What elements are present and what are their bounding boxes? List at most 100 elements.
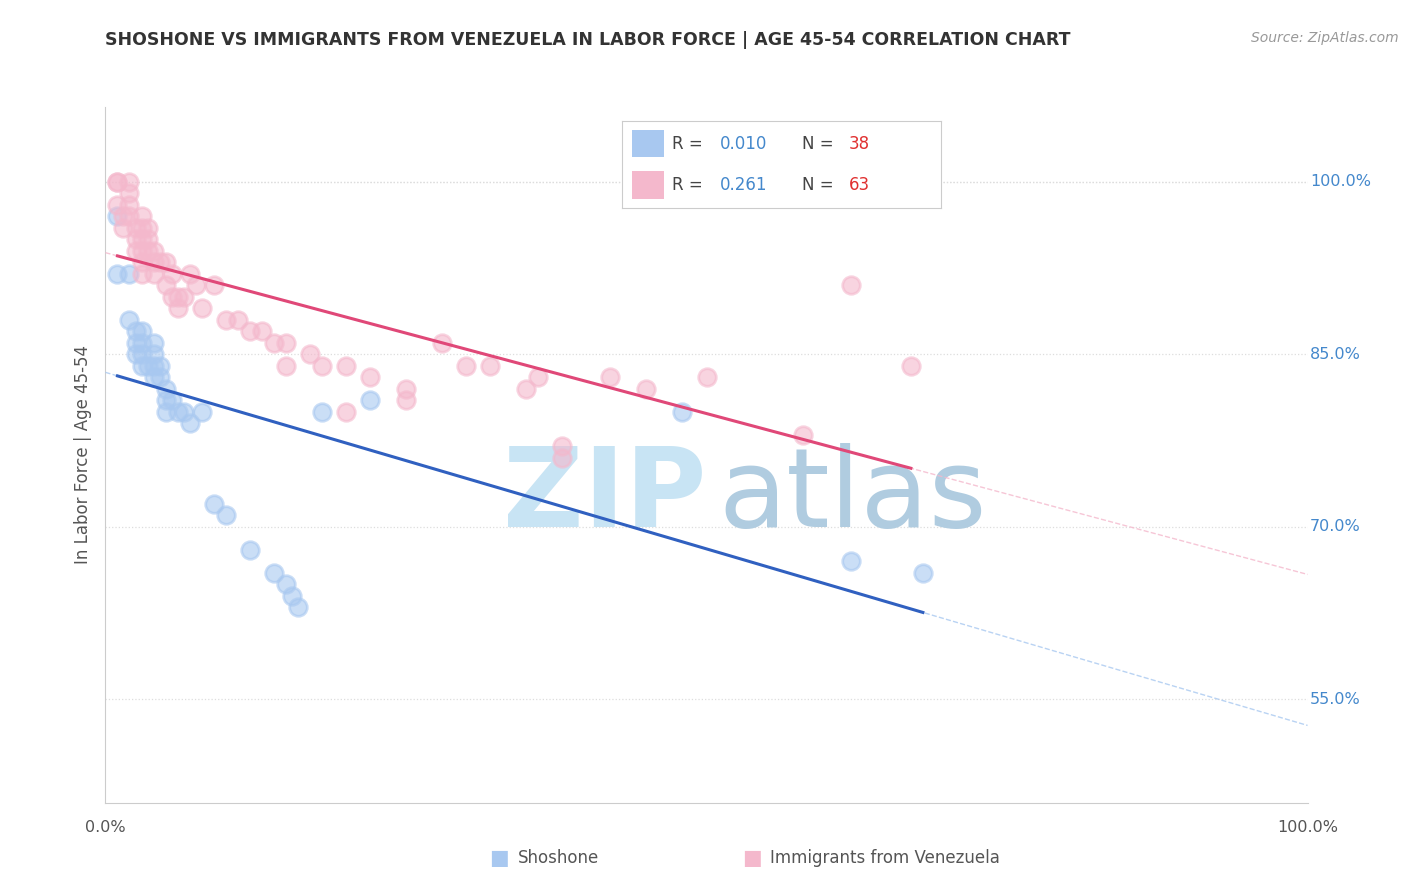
Point — [900, 359, 922, 373]
Point — [311, 359, 333, 373]
Point — [107, 175, 129, 189]
Point — [124, 347, 146, 361]
Point — [263, 335, 285, 350]
Point — [190, 405, 212, 419]
Point — [250, 324, 273, 338]
Point — [173, 290, 195, 304]
Point — [636, 382, 658, 396]
Text: ■: ■ — [742, 848, 762, 868]
Point — [142, 335, 165, 350]
Point — [671, 405, 693, 419]
Point — [792, 427, 814, 442]
Point — [155, 255, 177, 269]
Point — [263, 566, 285, 580]
Text: 85.0%: 85.0% — [1310, 347, 1361, 362]
Text: 70.0%: 70.0% — [1310, 519, 1361, 534]
Point — [551, 450, 574, 465]
Point — [118, 198, 141, 212]
Point — [454, 359, 477, 373]
Point — [124, 232, 146, 246]
Point — [142, 359, 165, 373]
Point — [107, 175, 129, 189]
Point — [118, 267, 141, 281]
Point — [184, 278, 207, 293]
Point — [239, 542, 262, 557]
Point — [142, 244, 165, 258]
Point — [142, 267, 165, 281]
Point — [136, 359, 159, 373]
Point — [155, 405, 177, 419]
Point — [335, 405, 357, 419]
Point — [142, 347, 165, 361]
Point — [395, 382, 418, 396]
Y-axis label: In Labor Force | Age 45-54: In Labor Force | Age 45-54 — [73, 345, 91, 565]
Point — [160, 267, 183, 281]
Point — [274, 577, 297, 591]
Point — [148, 359, 170, 373]
Text: Immigrants from Venezuela: Immigrants from Venezuela — [770, 849, 1000, 867]
Text: atlas: atlas — [718, 443, 987, 550]
Point — [430, 335, 453, 350]
Point — [239, 324, 262, 338]
Point — [479, 359, 502, 373]
Point — [166, 290, 188, 304]
Point — [179, 267, 201, 281]
Point — [136, 232, 159, 246]
Point — [142, 255, 165, 269]
Point — [124, 324, 146, 338]
Point — [190, 301, 212, 316]
Point — [911, 566, 934, 580]
Point — [515, 382, 537, 396]
Point — [124, 244, 146, 258]
Point — [131, 267, 153, 281]
Point — [551, 439, 574, 453]
Text: 0.0%: 0.0% — [86, 821, 125, 835]
Point — [124, 220, 146, 235]
Point — [173, 405, 195, 419]
Point — [131, 244, 153, 258]
Point — [155, 278, 177, 293]
Point — [359, 393, 381, 408]
Point — [107, 267, 129, 281]
Point — [112, 209, 135, 223]
Point — [118, 186, 141, 201]
Point — [131, 359, 153, 373]
Point — [281, 589, 304, 603]
Point — [202, 497, 225, 511]
Point — [131, 209, 153, 223]
Point — [839, 278, 862, 293]
Point — [107, 198, 129, 212]
Point — [274, 359, 297, 373]
Point — [335, 359, 357, 373]
Point — [131, 324, 153, 338]
Point — [599, 370, 621, 384]
Point — [160, 393, 183, 408]
Point — [214, 508, 236, 523]
Point — [131, 335, 153, 350]
Text: ■: ■ — [489, 848, 509, 868]
Point — [179, 417, 201, 431]
Point — [214, 313, 236, 327]
Point — [839, 554, 862, 568]
Point — [274, 335, 297, 350]
Text: 100.0%: 100.0% — [1310, 174, 1371, 189]
Point — [696, 370, 718, 384]
Point — [124, 335, 146, 350]
Point — [131, 347, 153, 361]
Point — [148, 370, 170, 384]
Point — [112, 220, 135, 235]
Text: Shoshone: Shoshone — [517, 849, 599, 867]
Text: SHOSHONE VS IMMIGRANTS FROM VENEZUELA IN LABOR FORCE | AGE 45-54 CORRELATION CHA: SHOSHONE VS IMMIGRANTS FROM VENEZUELA IN… — [105, 31, 1071, 49]
Point — [131, 220, 153, 235]
Point — [118, 175, 141, 189]
Text: 100.0%: 100.0% — [1277, 821, 1339, 835]
Point — [395, 393, 418, 408]
Text: 55.0%: 55.0% — [1310, 692, 1361, 706]
Point — [118, 313, 141, 327]
Point — [527, 370, 550, 384]
Point — [136, 244, 159, 258]
Point — [155, 382, 177, 396]
Text: ZIP: ZIP — [503, 443, 707, 550]
Point — [166, 405, 188, 419]
Point — [160, 290, 183, 304]
